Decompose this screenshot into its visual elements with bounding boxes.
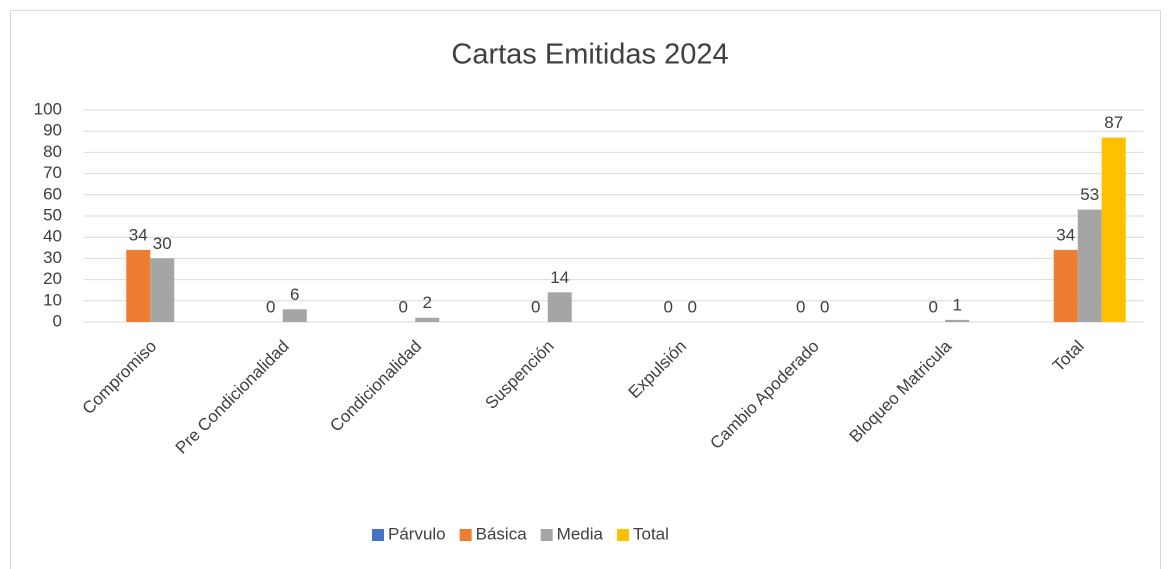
legend-label: Media bbox=[557, 524, 604, 543]
data-label: 0 bbox=[531, 297, 540, 316]
data-label: 6 bbox=[290, 285, 299, 304]
x-tick-label: Expulsión bbox=[625, 337, 691, 403]
x-tick-label: Total bbox=[1049, 337, 1088, 376]
chart-title: Cartas Emitidas 2024 bbox=[451, 39, 728, 71]
x-tick-label: Pre Condicionalidad bbox=[172, 337, 293, 458]
x-tick-label: Bloqueo Matricula bbox=[846, 336, 956, 446]
bar bbox=[547, 292, 572, 322]
y-tick-label: 100 bbox=[34, 99, 62, 118]
x-tick-label: Condicionalidad bbox=[326, 337, 425, 436]
y-tick-label: 90 bbox=[43, 121, 62, 140]
data-label: 0 bbox=[929, 297, 938, 316]
data-label: 0 bbox=[820, 297, 829, 316]
y-tick-label: 70 bbox=[43, 163, 62, 182]
bar bbox=[415, 317, 440, 322]
bar bbox=[945, 319, 970, 322]
bar bbox=[1053, 249, 1078, 322]
data-label: 87 bbox=[1104, 113, 1123, 132]
bar bbox=[282, 309, 307, 322]
y-tick-label: 0 bbox=[53, 311, 62, 330]
y-tick-label: 40 bbox=[43, 227, 62, 246]
data-label: 2 bbox=[423, 293, 432, 312]
x-tick-label: Cambio Apoderado bbox=[706, 337, 822, 453]
y-tick-label: 30 bbox=[43, 248, 62, 267]
legend-label: Básica bbox=[476, 524, 528, 543]
x-tick-label: Suspención bbox=[481, 337, 557, 413]
data-label: 0 bbox=[796, 297, 805, 316]
y-tick-label: 10 bbox=[43, 290, 62, 309]
y-tick-label: 80 bbox=[43, 142, 62, 161]
data-label: 14 bbox=[550, 268, 569, 287]
data-label: 0 bbox=[688, 297, 697, 316]
data-label: 0 bbox=[664, 297, 673, 316]
y-tick-label: 20 bbox=[43, 269, 62, 288]
legend-label: Párvulo bbox=[388, 524, 446, 543]
data-label: 0 bbox=[266, 297, 275, 316]
data-label: 0 bbox=[399, 297, 408, 316]
bar bbox=[1077, 209, 1102, 322]
bar bbox=[150, 258, 175, 322]
y-tick-label: 50 bbox=[43, 205, 62, 224]
x-tick-label: Compromiso bbox=[79, 337, 161, 419]
legend-swatch bbox=[540, 529, 553, 541]
bar bbox=[126, 249, 151, 322]
legend-swatch bbox=[459, 529, 472, 541]
legend-swatch bbox=[616, 529, 629, 541]
data-label: 53 bbox=[1080, 185, 1099, 204]
y-tick-label: 60 bbox=[43, 184, 62, 203]
chart-border bbox=[10, 10, 1161, 569]
legend-swatch bbox=[372, 529, 384, 541]
legend-label: Total bbox=[633, 524, 669, 543]
bar bbox=[1101, 137, 1126, 322]
data-label: 1 bbox=[953, 295, 962, 314]
data-label: 34 bbox=[129, 225, 148, 244]
data-label: 30 bbox=[153, 234, 172, 253]
data-label: 34 bbox=[1056, 225, 1075, 244]
